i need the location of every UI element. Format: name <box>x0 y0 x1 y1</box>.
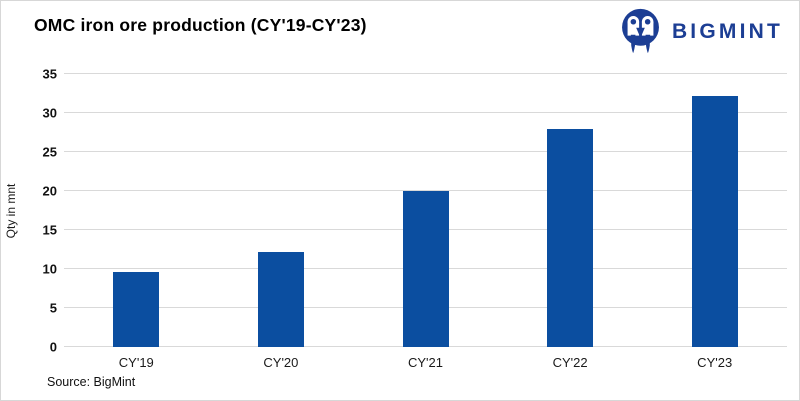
gridline-y-30 <box>64 112 787 113</box>
bar-CY'20 <box>257 251 304 347</box>
y-tick-label-20: 20 <box>42 183 57 199</box>
x-tick-label-CY'22: CY'22 <box>552 355 588 370</box>
plot-area <box>64 73 787 347</box>
bigmint-owl-icon <box>620 7 661 55</box>
y-tick-label-25: 25 <box>42 144 57 160</box>
bigmint-logo: BIGMINT <box>620 7 783 55</box>
y-tick-label-0: 0 <box>49 339 57 355</box>
x-tick-label-CY'23: CY'23 <box>697 355 733 370</box>
bar-CY'19 <box>113 272 160 347</box>
x-tick-label-CY'20: CY'20 <box>263 355 299 370</box>
x-axis-labels: CY'19 CY'20 CY'21 CY'22 CY'23 <box>64 355 787 373</box>
y-tick-label-15: 15 <box>42 222 57 238</box>
gridline-y-20 <box>64 190 787 191</box>
y-tick-label-30: 30 <box>42 105 57 121</box>
bar-CY'22 <box>547 128 594 347</box>
y-tick-label-10: 10 <box>42 261 57 277</box>
bar-CY'21 <box>402 191 449 347</box>
gridline-y-35 <box>64 73 787 74</box>
bigmint-logo-text: BIGMINT <box>671 20 783 43</box>
x-tick-label-CY'19: CY'19 <box>118 355 154 370</box>
y-tick-label-5: 5 <box>49 300 57 316</box>
y-tick-label-35: 35 <box>42 66 57 82</box>
x-tick-label-CY'21: CY'21 <box>407 355 444 370</box>
source-note: Source: BigMint <box>47 375 136 389</box>
chart-title: OMC iron ore production (CY'19-CY'23) <box>34 15 367 35</box>
gridline-y-25 <box>64 151 787 152</box>
bar-CY'23 <box>691 95 738 347</box>
y-axis-ticks: 0 5 10 15 20 25 30 35 <box>1 68 57 354</box>
